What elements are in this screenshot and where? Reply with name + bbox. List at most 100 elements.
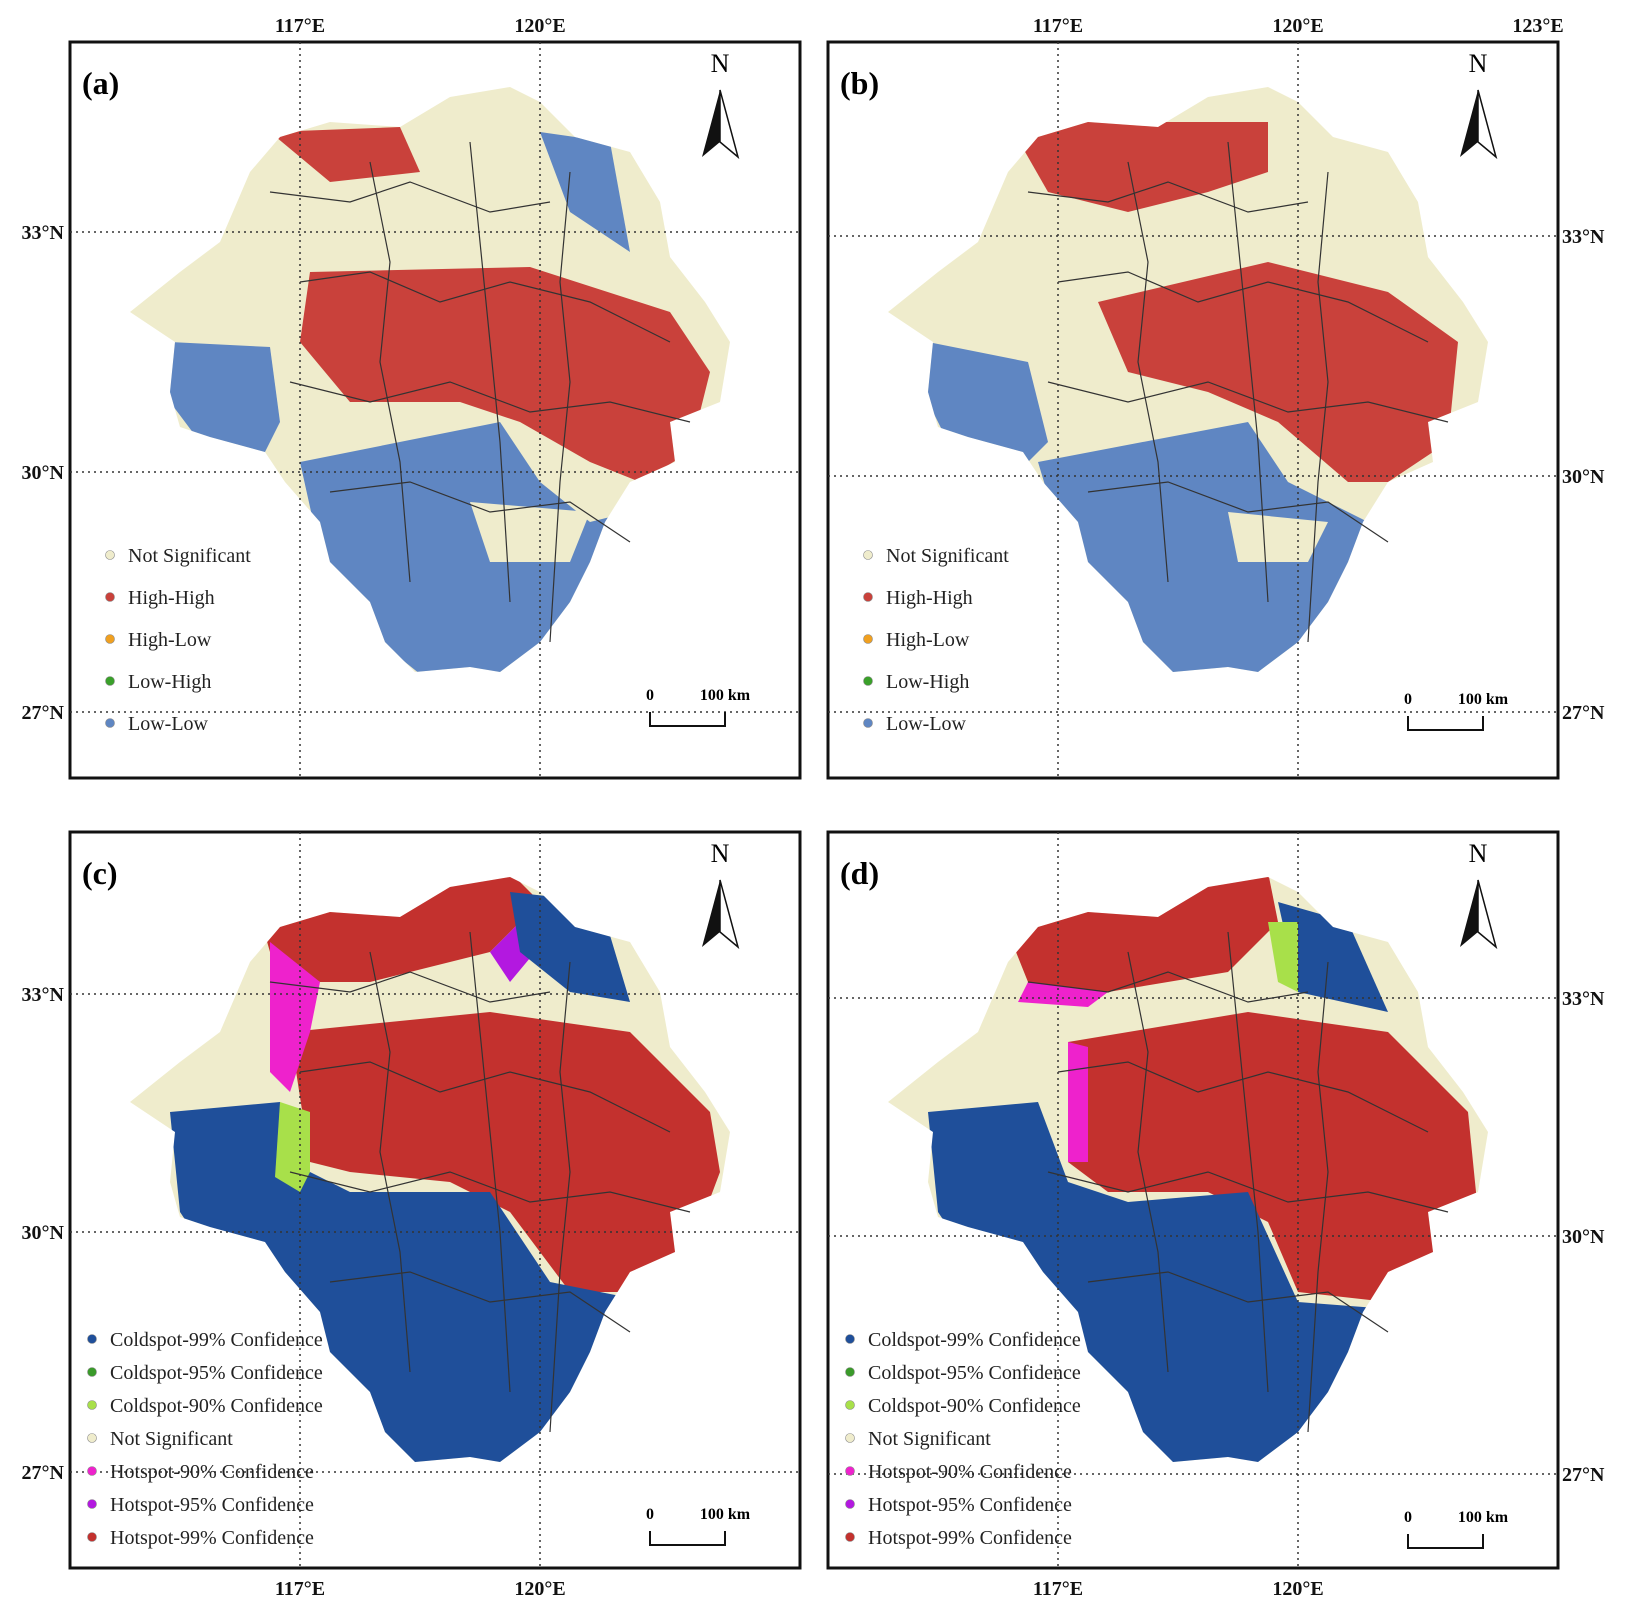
legend-item: Coldspot-99% Confidence — [87, 1329, 323, 1351]
legend-label: Low-Low — [128, 713, 209, 735]
legend-item: Coldspot-90% Confidence — [87, 1395, 323, 1417]
lon-label: 120°E — [514, 1578, 565, 1600]
lon-label: 117°E — [275, 1578, 325, 1600]
lat-label: 30°N — [1562, 1226, 1605, 1248]
region-not-significant — [470, 502, 590, 562]
region-coldspot-99 — [1278, 902, 1388, 1012]
legend-label: Hotspot-90% Confidence — [110, 1461, 314, 1483]
legend-label: Not Significant — [128, 545, 251, 567]
scale-bar: 0 100 km — [646, 1506, 751, 1546]
legend-swatch — [845, 1367, 855, 1377]
legend-item: Not Significant — [863, 545, 1009, 567]
legend: Coldspot-99% Confidence Coldspot-95% Conf… — [845, 1329, 1081, 1549]
north-arrow-icon — [719, 879, 740, 950]
scale-bar: 0 100 km — [1404, 691, 1509, 731]
lat-label: 27°N — [22, 702, 65, 724]
legend-label: Hotspot-90% Confidence — [868, 1461, 1072, 1483]
north-label: N — [711, 49, 730, 78]
region-high-high — [300, 267, 710, 482]
scale-bar: 0 100 km — [1404, 1509, 1509, 1549]
scale-distance: 100 km — [700, 687, 751, 704]
legend-label: Low-High — [886, 671, 969, 693]
region-low-low — [540, 132, 630, 252]
north-label: N — [711, 839, 730, 868]
region-coldspot-90 — [1268, 922, 1298, 992]
lon-label: 117°E — [1033, 1578, 1083, 1600]
legend-swatch — [105, 718, 115, 728]
legend-label: Hotspot-95% Confidence — [868, 1494, 1072, 1516]
legend-label: Not Significant — [868, 1428, 991, 1450]
legend-label: Coldspot-95% Confidence — [868, 1362, 1081, 1384]
lon-label: 123°E — [1512, 15, 1563, 37]
region-hotspot-99 — [1068, 1012, 1478, 1302]
panel-letter: (a) — [82, 65, 119, 101]
admin-boundaries — [1027, 141, 1449, 643]
legend-swatch — [845, 1433, 855, 1443]
region-hotspot-99 — [290, 1012, 720, 1292]
axis-labels: 117°E 120°E 117°E 120°E 123°E 117°E 120°… — [22, 15, 1605, 1600]
north-label: N — [1469, 49, 1488, 78]
scale-zero: 0 — [646, 1506, 654, 1523]
legend-swatch — [105, 676, 115, 686]
legend-item: Not Significant — [105, 545, 251, 567]
region-hotspot-90 — [270, 942, 320, 1092]
region-coldspot-90 — [275, 1102, 310, 1192]
legend-swatch — [863, 676, 873, 686]
legend-item: High-High — [105, 587, 215, 609]
legend-label: Coldspot-99% Confidence — [110, 1329, 323, 1351]
panel-letter: (b) — [840, 65, 879, 101]
north-arrow-icon — [719, 89, 740, 160]
legend-swatch — [863, 634, 873, 644]
north-arrow-icon — [702, 90, 720, 157]
north-arrow-icon — [702, 880, 720, 947]
legend-item: High-High — [863, 587, 973, 609]
graticule — [828, 42, 1558, 778]
legend-swatch — [845, 1334, 855, 1344]
legend-swatch — [87, 1367, 97, 1377]
north-arrow: N — [1460, 839, 1498, 950]
legend-item: Hotspot-99% Confidence — [87, 1527, 314, 1549]
legend-item: Low-Low — [863, 713, 967, 735]
graticule — [70, 42, 800, 778]
legend-swatch — [863, 592, 873, 602]
legend-swatch — [105, 634, 115, 644]
region-high-high — [1008, 122, 1268, 212]
legend-item: Not Significant — [87, 1428, 233, 1450]
legend-swatch — [87, 1400, 97, 1410]
panel-c: (c) N 0 100 km Coldspot-99% Confidence Co… — [68, 830, 802, 1570]
legend-swatch — [863, 718, 873, 728]
legend-swatch — [87, 1433, 97, 1443]
legend-swatch — [87, 1532, 97, 1542]
legend-swatch — [845, 1400, 855, 1410]
scale-zero: 0 — [1404, 691, 1412, 708]
legend-item: High-Low — [105, 629, 212, 651]
legend-item: Hotspot-99% Confidence — [845, 1527, 1072, 1549]
lat-label: 30°N — [1562, 466, 1605, 488]
legend-swatch — [105, 592, 115, 602]
lat-label: 33°N — [22, 984, 65, 1006]
panel-letter: (d) — [840, 855, 879, 891]
legend-label: Low-High — [128, 671, 211, 693]
legend-swatch — [87, 1334, 97, 1344]
admin-boundaries — [1027, 931, 1449, 1433]
north-label: N — [1469, 839, 1488, 868]
north-arrow-icon — [1460, 90, 1478, 157]
map-region — [888, 877, 1488, 1462]
legend-item: Coldspot-95% Confidence — [845, 1362, 1081, 1384]
north-arrow-icon — [1477, 879, 1498, 950]
legend-label: Coldspot-99% Confidence — [868, 1329, 1081, 1351]
lon-label: 117°E — [1033, 15, 1083, 37]
lat-label: 30°N — [22, 1222, 65, 1244]
legend-item: Not Significant — [845, 1428, 991, 1450]
legend-swatch — [845, 1532, 855, 1542]
scale-distance: 100 km — [700, 1506, 751, 1523]
lon-label: 120°E — [1272, 15, 1323, 37]
legend-item: Coldspot-95% Confidence — [87, 1362, 323, 1384]
region-hotspot-90 — [1068, 1042, 1088, 1162]
panel-letter: (c) — [82, 855, 118, 891]
admin-boundaries — [269, 141, 691, 643]
lat-label: 30°N — [22, 462, 65, 484]
legend-swatch — [87, 1499, 97, 1509]
north-arrow: N — [702, 49, 740, 160]
